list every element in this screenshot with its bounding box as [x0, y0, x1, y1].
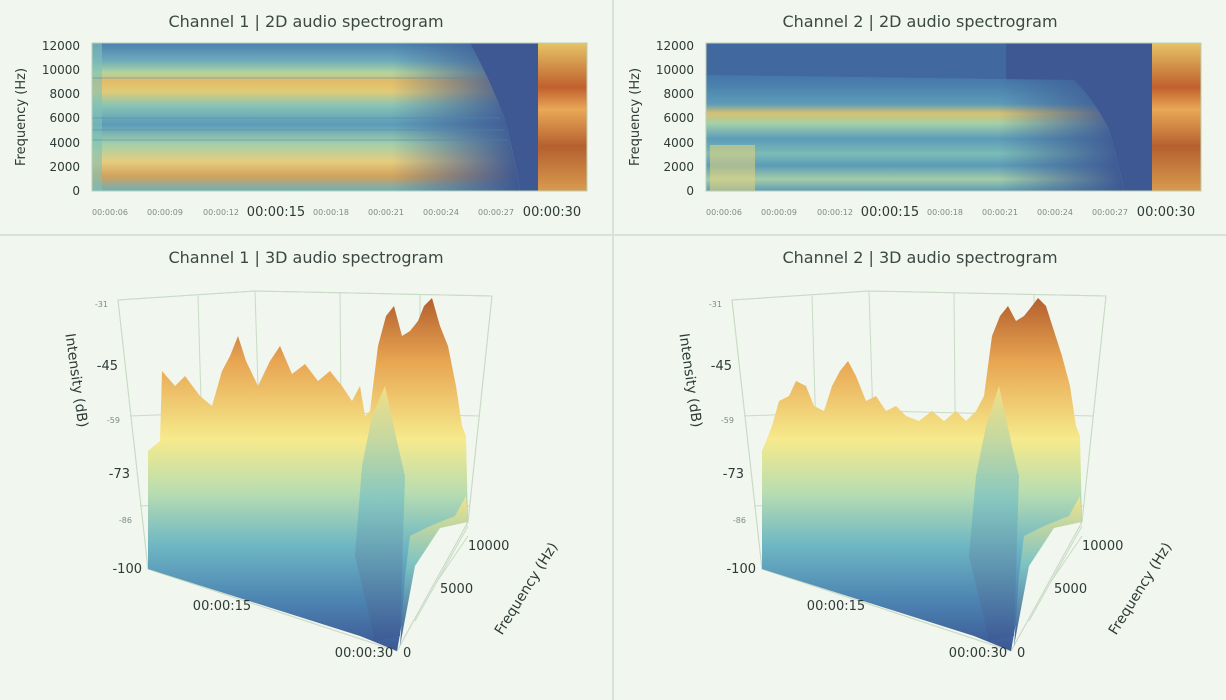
- y-tick-label: 12000: [42, 39, 80, 53]
- x-axis-ticks: 00:00:15 00:00:30: [193, 599, 393, 661]
- y-tick-label: 6000: [49, 111, 80, 125]
- x-tick-label: 00:00:24: [423, 208, 459, 217]
- chart-title: Channel 2 | 2D audio spectrogram: [782, 12, 1058, 31]
- x-axis-ticks: 00:00:15 00:00:30: [807, 599, 1007, 661]
- z-tick-label: -73: [723, 467, 744, 482]
- x-tick-label: 00:00:12: [817, 208, 853, 217]
- z-tick-label: -100: [726, 562, 756, 577]
- surface-valley: [355, 386, 405, 641]
- x-tick-label: 00:00:12: [203, 208, 239, 217]
- z-tick-label: -31: [95, 300, 108, 309]
- y-tick-label: 0: [403, 646, 411, 661]
- y-axis-title: Frequency (Hz): [1106, 540, 1176, 638]
- z-axis-title: Intensity (dB): [675, 332, 704, 428]
- x-tick-label: 00:00:24: [1037, 208, 1073, 217]
- x-tick-label: 00:00:09: [761, 208, 797, 217]
- y-axis-title: Frequency (Hz): [628, 68, 643, 166]
- y-axis-ticks: 0 5000 10000: [1017, 539, 1123, 661]
- y-axis-ticks: 0 2000 4000 6000 8000 10000 12000: [42, 39, 80, 198]
- z-tick-label: -45: [97, 359, 118, 374]
- plot-border: [91, 42, 588, 192]
- x-tick-label-major: 00:00:30: [1137, 205, 1195, 220]
- spectrogram-edge: [92, 43, 102, 191]
- z-axis-title-visible: Intensity (dB): [61, 332, 90, 428]
- chart-title: Channel 2 | 3D audio spectrogram: [782, 248, 1058, 267]
- x-tick-label-major: 00:00:15: [861, 205, 919, 220]
- z-tick-label: -100: [112, 562, 142, 577]
- panel-ch2-2d: Channel 2 | 2D audio spectrogram: [614, 0, 1226, 234]
- panel-ch1-3d: Channel 1 | 3D audio spectrogram: [0, 236, 612, 700]
- spectrogram-tail: [538, 43, 587, 191]
- y-tick-label: 10000: [1082, 539, 1123, 554]
- x-tick-label: 00:00:27: [1092, 208, 1128, 217]
- spectrogram-upper: [706, 43, 1006, 83]
- z-tick-label: -86: [119, 516, 132, 525]
- x-axis-ticks: 00:00:06 00:00:09 00:00:12 00:00:15 00:0…: [92, 205, 581, 220]
- y-tick-label: 6000: [663, 111, 694, 125]
- x-tick-label: 00:00:15: [807, 599, 865, 614]
- x-tick-label: 00:00:09: [147, 208, 183, 217]
- z-tick-label: -73: [109, 467, 130, 482]
- y-tick-label: 5000: [440, 582, 473, 597]
- y-tick-label: 2000: [663, 160, 694, 174]
- y-tick-label: 12000: [656, 39, 694, 53]
- y-axis-title: Frequency (Hz): [492, 540, 562, 638]
- y-tick-label: 0: [72, 184, 80, 198]
- z-tick-label: -45: [711, 359, 732, 374]
- y-axis-title: Frequency (Hz): [14, 68, 29, 166]
- spectrogram-3d-ch2: Intensity (dB) -31 -45 -59 -73 -86 -100 …: [675, 290, 1176, 661]
- z-tick-label: -31: [709, 300, 722, 309]
- y-tick-label: 10000: [42, 63, 80, 77]
- y-tick-label: 0: [686, 184, 694, 198]
- y-tick-label: 5000: [1054, 582, 1087, 597]
- y-tick-label: 10000: [468, 539, 509, 554]
- spectrogram-fade: [706, 75, 1124, 191]
- z-axis-ticks: -31 -45 -59 -73 -86 -100: [95, 300, 142, 577]
- y-tick-label: 2000: [49, 160, 80, 174]
- plot-border: [705, 42, 1202, 192]
- y-tick-label: 0: [1017, 646, 1025, 661]
- x-tick-label: 00:00:27: [478, 208, 514, 217]
- spectrogram-fade: [92, 43, 520, 191]
- x-tick-label: 00:00:21: [368, 208, 404, 217]
- chart-title: Channel 1 | 3D audio spectrogram: [168, 248, 444, 267]
- y-tick-label: 8000: [663, 87, 694, 101]
- y-tick-label: 10000: [656, 63, 694, 77]
- z-axis-ticks: -31 -45 -59 -73 -86 -100: [709, 300, 756, 577]
- panel-divider-horizontal: [0, 234, 1226, 236]
- z-tick-label: -86: [733, 516, 746, 525]
- y-axis-ticks: 0 2000 4000 6000 8000 10000 12000: [656, 39, 694, 198]
- x-tick-label-major: 00:00:15: [247, 205, 305, 220]
- spectrogram-2d-ch2: Frequency (Hz) 0 2000 4000 6000 8000 100…: [628, 39, 1202, 220]
- spectrogram-3d-ch1: Intensity (dB) -31 -45 -59 -73 -86 -100 …: [61, 290, 562, 661]
- panel-divider-vertical: [612, 0, 614, 700]
- y-tick-label: 8000: [49, 87, 80, 101]
- spectrogram-lowband: [710, 145, 755, 191]
- x-axis-ticks: 00:00:06 00:00:09 00:00:12 00:00:15 00:0…: [706, 205, 1195, 220]
- panel-ch2-3d: Channel 2 | 3D audio spectrogram: [614, 236, 1226, 700]
- z-tick-label: -59: [107, 416, 120, 425]
- x-tick-label: 00:00:18: [927, 208, 963, 217]
- spectrogram-bands: [92, 77, 508, 141]
- spectrogram-tail: [1152, 43, 1201, 191]
- x-tick-label: 00:00:30: [335, 646, 393, 661]
- panel-ch1-2d: Channel 1 | 2D audio spectrogram: [0, 0, 612, 234]
- x-tick-label: 00:00:21: [982, 208, 1018, 217]
- spectrogram-2d-ch1: Frequency (Hz) 0 2000 4000 6000 8000 100…: [14, 39, 588, 220]
- surface-side: [1014, 496, 1082, 646]
- chart-title: Channel 1 | 2D audio spectrogram: [168, 12, 444, 31]
- x-tick-label: 00:00:06: [92, 208, 128, 217]
- x-tick-label: 00:00:15: [193, 599, 251, 614]
- y-tick-label: 4000: [663, 136, 694, 150]
- z-tick-label: -59: [721, 416, 734, 425]
- x-tick-label: 00:00:30: [949, 646, 1007, 661]
- x-tick-label: 00:00:18: [313, 208, 349, 217]
- y-axis-ticks: 0 5000 10000: [403, 539, 509, 661]
- x-tick-label-major: 00:00:30: [523, 205, 581, 220]
- y-tick-label: 4000: [49, 136, 80, 150]
- x-tick-label: 00:00:06: [706, 208, 742, 217]
- surface-side: [400, 496, 468, 646]
- surface-valley: [969, 386, 1019, 641]
